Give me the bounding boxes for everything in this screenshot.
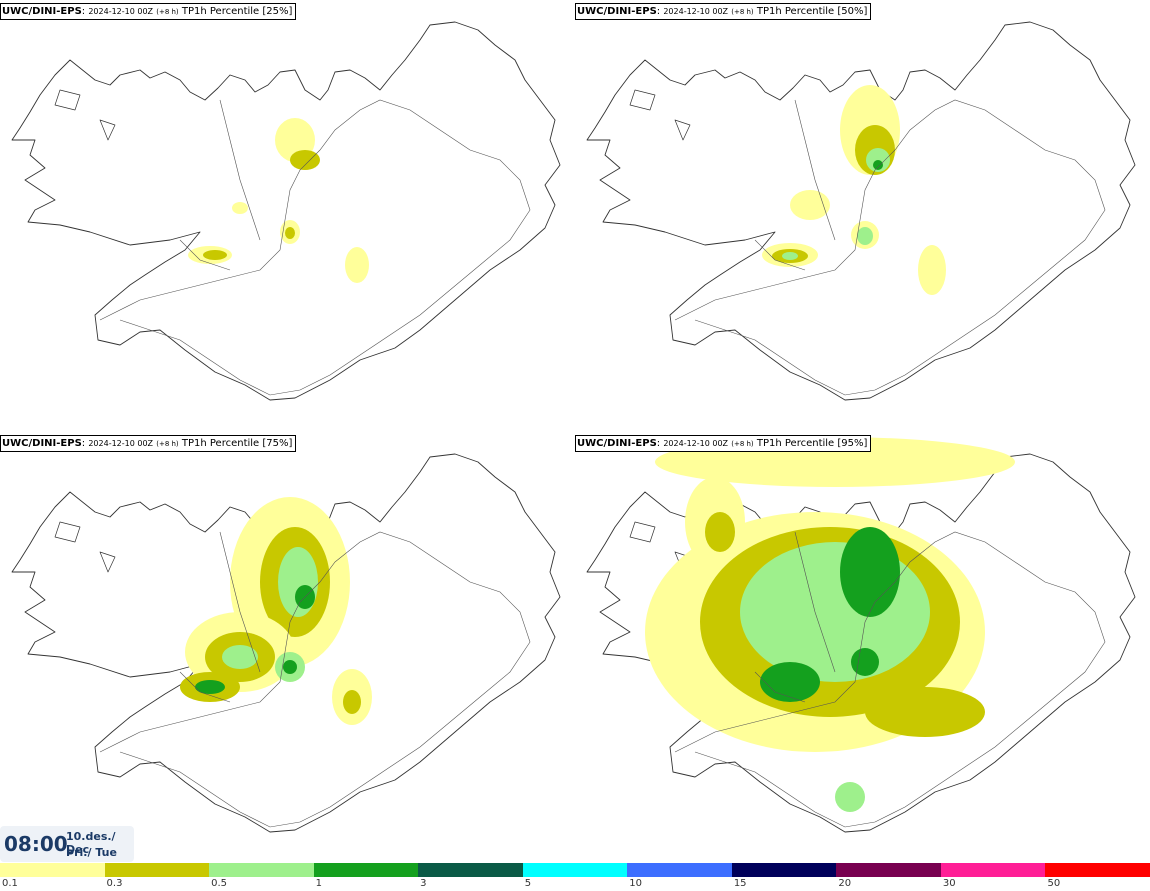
panel-title: UWC/DINI-EPS: 2024-12-10 00Z (+8 h) TP1h… <box>575 435 872 452</box>
panel-title: UWC/DINI-EPS: 2024-12-10 00Z (+8 h) TP1h… <box>0 3 297 20</box>
colorbar-segment <box>627 863 733 877</box>
precip-fill <box>180 497 372 725</box>
colorbar-tick-label: 1 <box>315 878 322 889</box>
colorbar-segment <box>209 863 315 877</box>
valid-date: 10.des./ Dec <box>66 830 116 856</box>
colorbar-tick-label: 20 <box>838 878 852 889</box>
precip-fill <box>645 437 1015 812</box>
colorbar-tick-label: 3 <box>420 878 427 889</box>
map-panel-p50: UWC/DINI-EPS: 2024-12-10 00Z (+8 h) TP1h… <box>575 0 1150 430</box>
colorbar-tick-label: 0.3 <box>106 878 123 889</box>
map-panel-p75: UWC/DINI-EPS: 2024-12-10 00Z (+8 h) TP1h… <box>0 432 575 862</box>
colorbar-tick-label: 0.1 <box>2 878 18 889</box>
precipitation-map <box>11 453 561 833</box>
colorbar-segment <box>104 863 211 877</box>
precipitation-map <box>586 21 1136 401</box>
colorbar-tick-label: 50 <box>1047 878 1061 889</box>
precip-fill <box>188 118 369 283</box>
map-panel-p95: UWC/DINI-EPS: 2024-12-10 00Z (+8 h) TP1h… <box>575 432 1150 862</box>
panel-title: UWC/DINI-EPS: 2024-12-10 00Z (+8 h) TP1h… <box>575 3 872 20</box>
precipitation-map <box>586 437 1136 833</box>
colorbar <box>0 863 1150 877</box>
colorbar-segment <box>836 863 942 877</box>
valid-day: Þri./ Tue <box>66 846 117 859</box>
precip-fill <box>762 85 946 295</box>
colorbar-tick-label: 10 <box>629 878 642 889</box>
colorbar-tick-label: 5 <box>524 878 532 889</box>
colorbar-segment <box>313 863 420 877</box>
panel-title: UWC/DINI-EPS: 2024-12-10 00Z (+8 h) TP1h… <box>0 435 297 452</box>
colorbar-segment <box>418 863 524 877</box>
valid-time: 08:00 <box>4 832 68 856</box>
colorbar-segment <box>1045 863 1150 877</box>
colorbar-segment <box>940 863 1047 877</box>
precipitation-map <box>11 21 561 401</box>
colorbar-segment <box>731 863 838 877</box>
colorbar-segment <box>522 863 629 877</box>
colorbar-tick-label: 30 <box>942 878 956 889</box>
colorbar-tick-label: 0.5 <box>211 878 227 889</box>
colorbar-segment <box>0 863 106 877</box>
map-panel-p25: UWC/DINI-EPS: 2024-12-10 00Z (+8 h) TP1h… <box>0 0 575 430</box>
colorbar-tick-label: 15 <box>733 878 747 889</box>
valid-time-box: 08:00 10.des./ Dec Þri./ Tue <box>0 826 134 862</box>
